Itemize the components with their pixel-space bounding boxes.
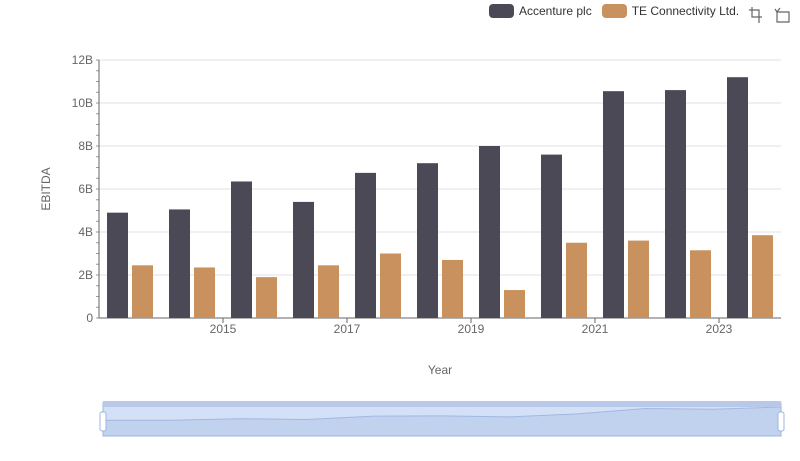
y-tick-label: 10B (72, 96, 93, 110)
bar-te-connectivity-2020 (504, 290, 525, 318)
legend-label-accenture: Accenture plc (519, 4, 592, 18)
bar-accenture-2020 (479, 146, 500, 318)
y-tick-label: 0 (86, 311, 93, 325)
y-tick-label: 6B (78, 182, 93, 196)
bar-accenture-2016 (231, 181, 252, 318)
bar-accenture-2021 (541, 154, 562, 318)
data-zoom-slider[interactable] (99, 401, 785, 437)
y-tick-label: 4B (78, 225, 93, 239)
bar-te-connectivity-2022 (628, 240, 649, 318)
y-tick-label: 12B (72, 53, 93, 67)
bar-te-connectivity-2023 (690, 250, 711, 318)
bar-te-connectivity-2016 (256, 277, 277, 318)
bar-accenture-2024 (727, 77, 748, 318)
bar-te-connectivity-2017 (318, 265, 339, 318)
zoom-selected-range (102, 402, 782, 437)
bar-te-connectivity-2019 (442, 259, 463, 318)
x-tick-label: 2023 (706, 322, 733, 336)
legend-swatch-accenture (489, 4, 514, 18)
bar-accenture-2015 (169, 209, 190, 318)
legend: Accenture plc TE Connectivity Ltd. (489, 4, 749, 18)
zoom-move-handle (103, 401, 781, 407)
toolbox (748, 6, 800, 24)
x-axis-title: Year (428, 363, 452, 377)
y-tick-label: 8B (78, 139, 93, 153)
x-tick-label: 2019 (458, 322, 485, 336)
zoom-handle-right (777, 411, 785, 432)
bar-accenture-2023 (665, 90, 686, 318)
bar-accenture-2014 (107, 212, 128, 318)
legend-item-te-connectivity[interactable]: TE Connectivity Ltd. (601, 4, 740, 18)
zoom-handle-left (99, 411, 107, 432)
bar-accenture-2019 (417, 163, 438, 318)
x-tick-label: 2021 (582, 322, 609, 336)
bar-te-connectivity-2018 (380, 253, 401, 318)
legend-swatch-te-connectivity (601, 4, 627, 18)
axis-labels: 0 2B 4B 6B 8B 10B 12B 2015 2017 2019 2021 2023 Year E… (39, 53, 733, 377)
y-axis-title: EBITDA (39, 167, 53, 210)
legend-item-accenture[interactable]: Accenture plc (489, 4, 592, 18)
x-tick-label: 2015 (210, 322, 237, 336)
zoom-reset-icon[interactable] (774, 6, 792, 24)
bars (107, 77, 773, 318)
legend-label-te-connectivity: TE Connectivity Ltd. (631, 4, 740, 18)
y-tick-label: 2B (78, 268, 93, 282)
bar-te-connectivity-2015 (194, 267, 215, 318)
bar-te-connectivity-2014 (132, 265, 153, 318)
bar-accenture-2022 (603, 91, 624, 318)
zoom-select-icon[interactable] (748, 6, 766, 24)
bar-te-connectivity-2021 (566, 242, 587, 318)
bar-accenture-2017 (293, 201, 314, 318)
bar-te-connectivity-2024 (752, 235, 773, 318)
x-tick-label: 2017 (334, 322, 361, 336)
bar-accenture-2018 (355, 172, 376, 318)
